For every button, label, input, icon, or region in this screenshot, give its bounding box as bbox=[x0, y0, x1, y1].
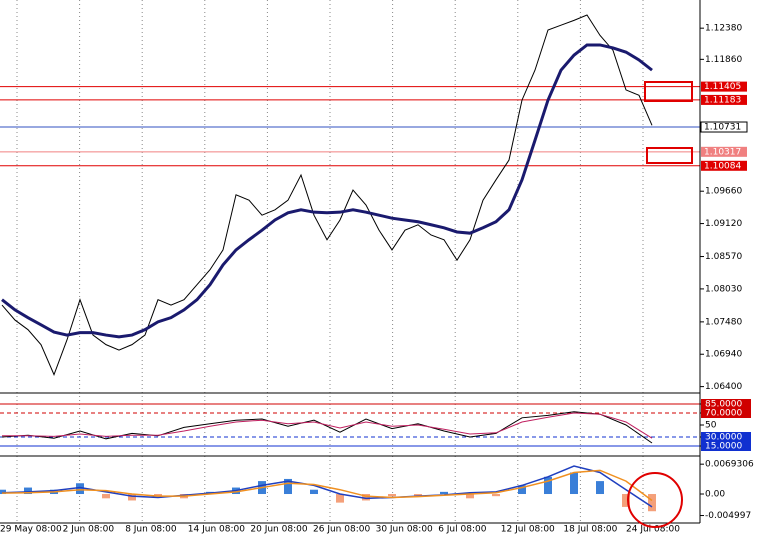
time-label: 2 Jun 08:00 bbox=[63, 525, 115, 535]
price-label-box bbox=[701, 146, 747, 157]
level-label-box bbox=[701, 399, 751, 409]
histogram-bar bbox=[310, 489, 318, 495]
histogram-bar bbox=[440, 491, 448, 495]
time-label: 20 Jun 08:00 bbox=[250, 525, 307, 535]
histogram-bar bbox=[570, 472, 578, 495]
histogram-bar bbox=[648, 494, 656, 512]
histogram-bar bbox=[0, 489, 6, 495]
histogram-bar bbox=[492, 494, 500, 497]
y-tick-label: 85.0000 bbox=[705, 400, 742, 410]
histogram-bar bbox=[336, 494, 344, 503]
histogram-bar bbox=[388, 494, 396, 497]
y-tick-label: 70.0000 bbox=[705, 409, 742, 419]
histogram-bar bbox=[24, 487, 32, 495]
histogram-bar bbox=[76, 483, 84, 495]
price-label: 1.11405 bbox=[704, 82, 741, 92]
annotation-box bbox=[644, 81, 693, 102]
time-label: 18 Jul 08:00 bbox=[563, 525, 617, 535]
histogram-bar bbox=[466, 494, 474, 499]
histogram-bar bbox=[518, 485, 526, 495]
y-tick-label: 15.0000 bbox=[705, 442, 742, 452]
histogram-bar bbox=[154, 494, 162, 497]
histogram-bar bbox=[362, 494, 370, 501]
histogram-bar bbox=[102, 494, 110, 499]
level-label-box bbox=[701, 432, 751, 442]
series-line bbox=[1, 465, 653, 508]
price-label-box bbox=[701, 160, 747, 171]
series-line bbox=[1, 469, 653, 502]
time-label: 26 Jun 08:00 bbox=[313, 525, 370, 535]
price-label-box bbox=[700, 121, 748, 133]
price-label: 1.10084 bbox=[704, 161, 741, 171]
time-label: 12 Jul 08:00 bbox=[501, 525, 555, 535]
series-line bbox=[1, 43, 653, 339]
y-tick-label: 1.09120 bbox=[705, 219, 742, 229]
y-tick-label: 1.08570 bbox=[705, 252, 742, 262]
time-label: 24 Jul 08:00 bbox=[626, 525, 680, 535]
time-label: 30 Jun 08:00 bbox=[376, 525, 433, 535]
y-tick-label: 0.0069306 bbox=[705, 460, 754, 470]
price-label-box bbox=[701, 94, 747, 105]
time-label: 8 Jun 08:00 bbox=[125, 525, 177, 535]
histogram-bar bbox=[284, 478, 292, 495]
y-tick-label: 1.09660 bbox=[705, 187, 742, 197]
level-label-box bbox=[701, 408, 751, 418]
annotation-box bbox=[646, 147, 693, 164]
price-label: 1.10317 bbox=[704, 147, 741, 157]
y-tick-label: 1.06400 bbox=[705, 382, 742, 392]
y-tick-label: 1.11860 bbox=[705, 55, 742, 65]
y-tick-label: 0.00 bbox=[705, 490, 725, 500]
histogram-bar bbox=[622, 494, 630, 507]
y-tick-label: 1.08030 bbox=[705, 284, 742, 294]
y-tick-label: 1.12380 bbox=[705, 24, 742, 34]
histogram-bar bbox=[544, 476, 552, 495]
series-line bbox=[1, 411, 653, 444]
y-tick-label: 30.0000 bbox=[705, 433, 742, 443]
y-tick-label: -0.004997 bbox=[705, 511, 751, 521]
series-line bbox=[2, 412, 653, 439]
price-label-box bbox=[701, 81, 747, 92]
y-tick-label: 1.06940 bbox=[705, 350, 742, 360]
time-label: 6 Jul 08:00 bbox=[438, 525, 487, 535]
histogram-bar bbox=[596, 481, 604, 495]
y-tick-label: 50 bbox=[705, 421, 717, 431]
time-label: 29 May 08:00 bbox=[0, 525, 62, 535]
time-label: 14 Jun 08:00 bbox=[188, 525, 245, 535]
price-label: 1.11183 bbox=[704, 95, 741, 105]
level-label-box bbox=[701, 441, 751, 451]
histogram-bar bbox=[128, 494, 136, 501]
annotation-circle bbox=[627, 472, 683, 528]
price-label: 1.10731 bbox=[704, 123, 741, 133]
histogram-bar bbox=[414, 494, 422, 497]
y-tick-label: 1.07480 bbox=[705, 317, 742, 327]
series-line bbox=[1, 14, 653, 376]
